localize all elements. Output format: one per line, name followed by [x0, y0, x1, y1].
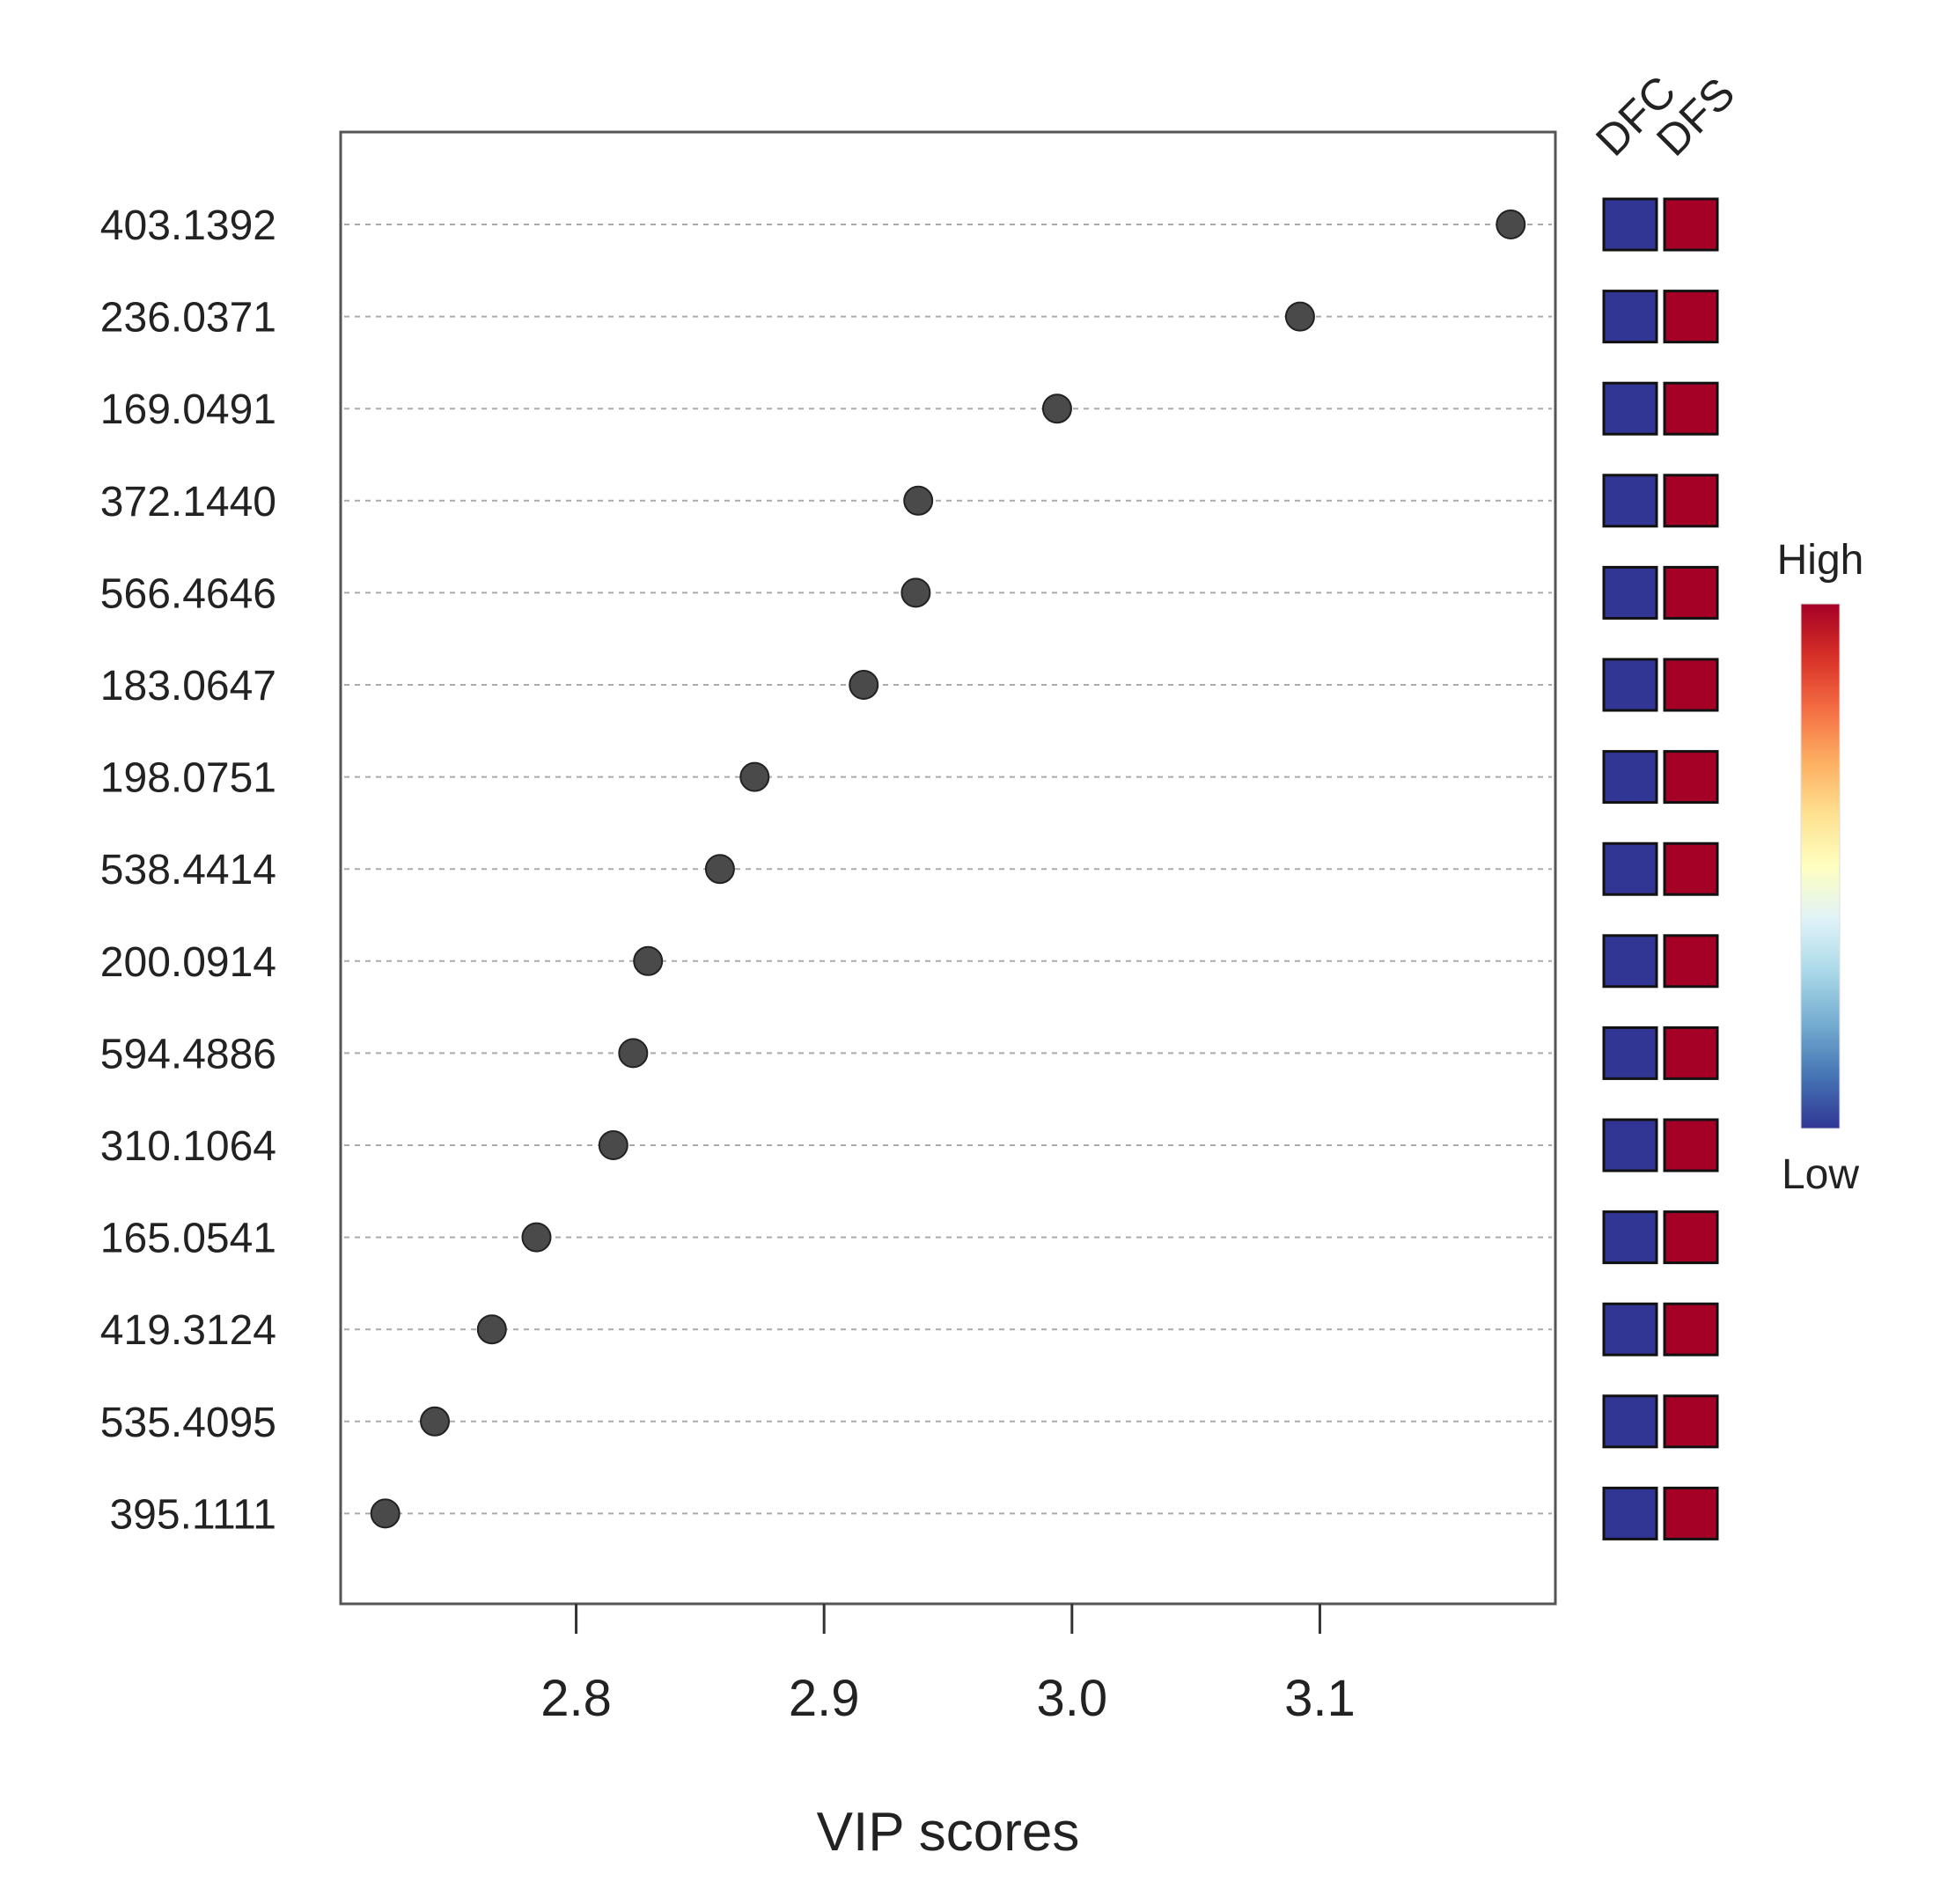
- heat-cell-dfs: [1663, 474, 1719, 528]
- heat-cell-dfc: [1602, 381, 1658, 436]
- vip-point: [618, 1038, 649, 1069]
- feature-label: 310.1064: [100, 1123, 276, 1170]
- heat-cell-dfs: [1663, 565, 1719, 620]
- heat-cell-dfc: [1602, 750, 1658, 805]
- plot-frame: [339, 130, 1557, 1606]
- heat-cell-dfc: [1602, 658, 1658, 712]
- vip-point: [849, 670, 879, 700]
- feature-labels: 403.1392 236.0371 169.0491 372.1440 566.4646…: [100, 202, 276, 1538]
- legend-gradient-bar: [1800, 603, 1841, 1129]
- heat-cell-dfc: [1602, 842, 1658, 896]
- heat-cell-dfc: [1602, 565, 1658, 620]
- vip-point: [633, 945, 664, 976]
- heat-cell-dfs: [1663, 934, 1719, 989]
- heat-cell-dfs: [1663, 842, 1719, 896]
- heat-cell-dfs: [1663, 290, 1719, 344]
- group-heatmap: [1602, 197, 1719, 1540]
- feature-label: 566.4646: [100, 570, 276, 617]
- heat-cell-dfs: [1663, 658, 1719, 712]
- heat-cell-dfc: [1602, 1394, 1658, 1449]
- vip-point: [704, 854, 735, 885]
- vip-point: [521, 1222, 552, 1253]
- heat-cell-dfs: [1663, 750, 1719, 805]
- color-legend: High Low: [1777, 537, 1864, 1198]
- feature-label: 169.0491: [100, 386, 276, 433]
- feature-label: 395.1111: [109, 1491, 276, 1538]
- heat-cell-dfs: [1663, 1486, 1719, 1540]
- x-tick-label: 3.0: [1036, 1670, 1107, 1727]
- vip-point: [420, 1406, 451, 1437]
- heat-cell-dfc: [1602, 1026, 1658, 1080]
- x-tick-label: 2.8: [540, 1670, 612, 1727]
- heat-cell-dfc: [1602, 197, 1658, 252]
- vip-point: [903, 485, 934, 516]
- feature-label: 419.3124: [100, 1307, 276, 1354]
- feature-label: 236.0371: [100, 295, 276, 342]
- heat-cell-dfs: [1663, 197, 1719, 252]
- data-points: [370, 210, 1526, 1529]
- vip-point: [900, 577, 931, 608]
- grid-lines: [344, 224, 1552, 1515]
- vip-point: [476, 1314, 507, 1345]
- heat-cell-dfc: [1602, 1486, 1658, 1540]
- heat-cell-dfs: [1663, 1118, 1719, 1173]
- feature-label: 198.0751: [100, 755, 276, 802]
- feature-label: 165.0541: [100, 1216, 276, 1262]
- feature-label: 403.1392: [100, 202, 276, 249]
- heat-cell-dfc: [1602, 290, 1658, 344]
- heat-cell-dfc: [1602, 1210, 1658, 1265]
- vip-point: [1496, 210, 1526, 239]
- feature-label: 372.1440: [100, 479, 276, 526]
- feature-label: 535.4095: [100, 1400, 276, 1446]
- heat-cell-dfc: [1602, 1302, 1658, 1356]
- x-tick-label: 2.9: [789, 1670, 860, 1727]
- feature-label: 538.4414: [100, 847, 276, 893]
- heat-cell-dfs: [1663, 1302, 1719, 1356]
- vip-point: [598, 1130, 628, 1160]
- heat-cell-dfs: [1663, 1026, 1719, 1080]
- heat-cell-dfs: [1663, 381, 1719, 436]
- legend-high-label: High: [1777, 537, 1864, 584]
- vip-point: [1284, 301, 1315, 332]
- feature-label: 594.4886: [100, 1031, 276, 1077]
- x-axis-title: VIP scores: [817, 1802, 1080, 1863]
- heat-cell-dfc: [1602, 1118, 1658, 1173]
- heat-cell-dfs: [1663, 1210, 1719, 1265]
- feature-label: 183.0647: [100, 663, 276, 709]
- feature-label: 200.0914: [100, 939, 276, 986]
- x-tick-label: 3.1: [1284, 1670, 1356, 1727]
- vip-point: [1041, 393, 1072, 424]
- heat-cell-dfc: [1602, 934, 1658, 989]
- heat-cell-dfs: [1663, 1394, 1719, 1449]
- vip-point: [370, 1498, 401, 1529]
- heat-cell-dfc: [1602, 474, 1658, 528]
- vip-point: [739, 761, 770, 792]
- legend-low-label: Low: [1782, 1151, 1859, 1198]
- x-axis: 2.8 2.9 3.0 3.1: [540, 1604, 1356, 1727]
